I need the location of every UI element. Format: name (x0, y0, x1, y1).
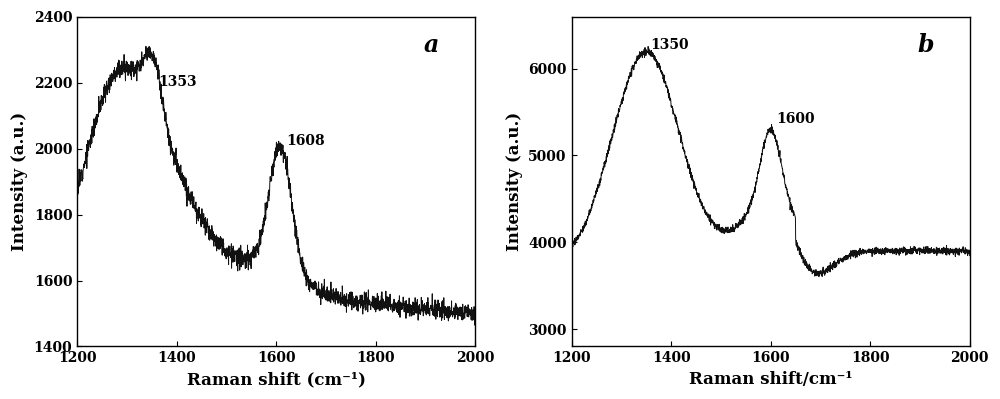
Y-axis label: Intensity (a.u.): Intensity (a.u.) (11, 112, 28, 251)
Y-axis label: Intensity (a.u.): Intensity (a.u.) (506, 112, 523, 251)
Text: 1353: 1353 (158, 75, 197, 89)
X-axis label: Raman shift/cm⁻¹: Raman shift/cm⁻¹ (689, 371, 852, 388)
Text: 1350: 1350 (650, 38, 689, 52)
Text: 1600: 1600 (777, 113, 815, 126)
Text: a: a (424, 33, 439, 57)
Text: 1608: 1608 (286, 134, 325, 148)
Text: b: b (918, 33, 934, 57)
X-axis label: Raman shift (cm⁻¹): Raman shift (cm⁻¹) (187, 371, 366, 388)
